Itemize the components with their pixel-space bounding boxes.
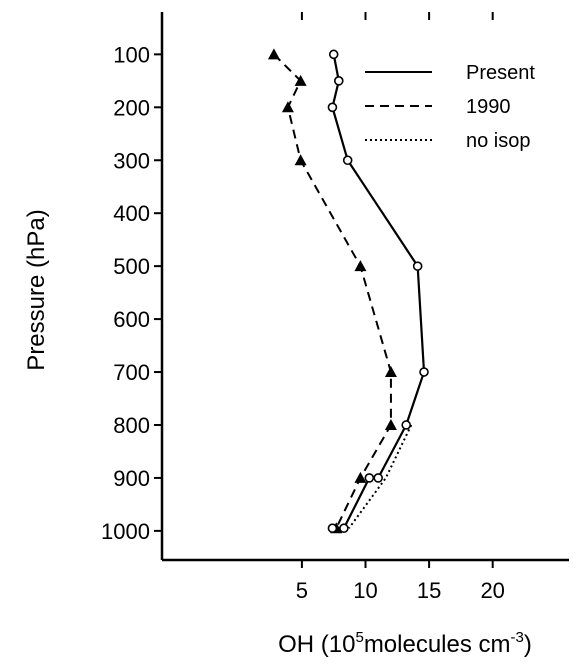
data-point <box>354 471 367 483</box>
y-tick-label: 900 <box>113 466 150 491</box>
data-point <box>339 523 349 534</box>
data-point <box>327 102 338 113</box>
legend-label: 1990 <box>466 96 511 118</box>
data-point <box>328 49 339 60</box>
data-point <box>294 74 307 86</box>
x-axis-title-mid: molecules cm <box>364 631 511 658</box>
x-tick-label: 10 <box>353 578 377 603</box>
legend-label: no isop <box>466 130 531 152</box>
y-tick-label: 700 <box>113 360 150 385</box>
data-point <box>333 76 344 86</box>
x-axis-title: OH (105molecules cm-3) <box>278 629 532 658</box>
data-point <box>401 420 412 430</box>
data-point <box>354 260 367 272</box>
data-point <box>342 155 353 166</box>
series-line <box>331 54 426 530</box>
series-present <box>327 49 429 534</box>
y-tick-label: 600 <box>113 307 150 332</box>
y-tick-label: 400 <box>113 201 150 226</box>
data-point <box>384 366 397 378</box>
x-axis-title-sup1: 5 <box>355 629 363 646</box>
y-tick-label: 100 <box>113 42 150 67</box>
x-axis-ticks: 5 10 15 20 <box>296 12 505 603</box>
series-1990 <box>267 48 397 534</box>
y-axis-ticks: 100 200 300 400 500 600 700 800 900 1000 <box>101 42 162 544</box>
x-tick-label: 20 <box>480 578 504 603</box>
series-line <box>273 53 392 529</box>
x-axis-title-end: ) <box>524 631 532 658</box>
data-point <box>327 523 338 534</box>
x-tick-label: 5 <box>296 578 308 603</box>
data-point <box>267 48 280 60</box>
y-tick-label: 300 <box>113 148 150 173</box>
series-line <box>348 424 413 529</box>
data-point <box>294 154 307 166</box>
x-tick-label: 15 <box>417 578 441 603</box>
x-axis-title-base: OH (10 <box>278 631 355 658</box>
data-point <box>419 367 429 377</box>
y-tick-label: 200 <box>113 95 150 120</box>
y-tick-label: 800 <box>113 413 150 438</box>
legend-label: Present <box>466 62 535 84</box>
data-point <box>373 473 384 483</box>
y-tick-label: 1000 <box>101 519 150 544</box>
series-layer <box>267 48 429 534</box>
series-no-isop <box>348 424 413 529</box>
data-point <box>384 418 397 430</box>
data-point <box>364 473 375 483</box>
x-axis-title-sup2: -3 <box>511 629 524 646</box>
y-tick-label: 500 <box>113 254 150 279</box>
data-point <box>281 101 294 113</box>
legend: Present 1990 no isop <box>365 62 535 152</box>
data-point <box>412 261 423 271</box>
y-axis-title: Pressure (hPa) <box>23 209 50 370</box>
